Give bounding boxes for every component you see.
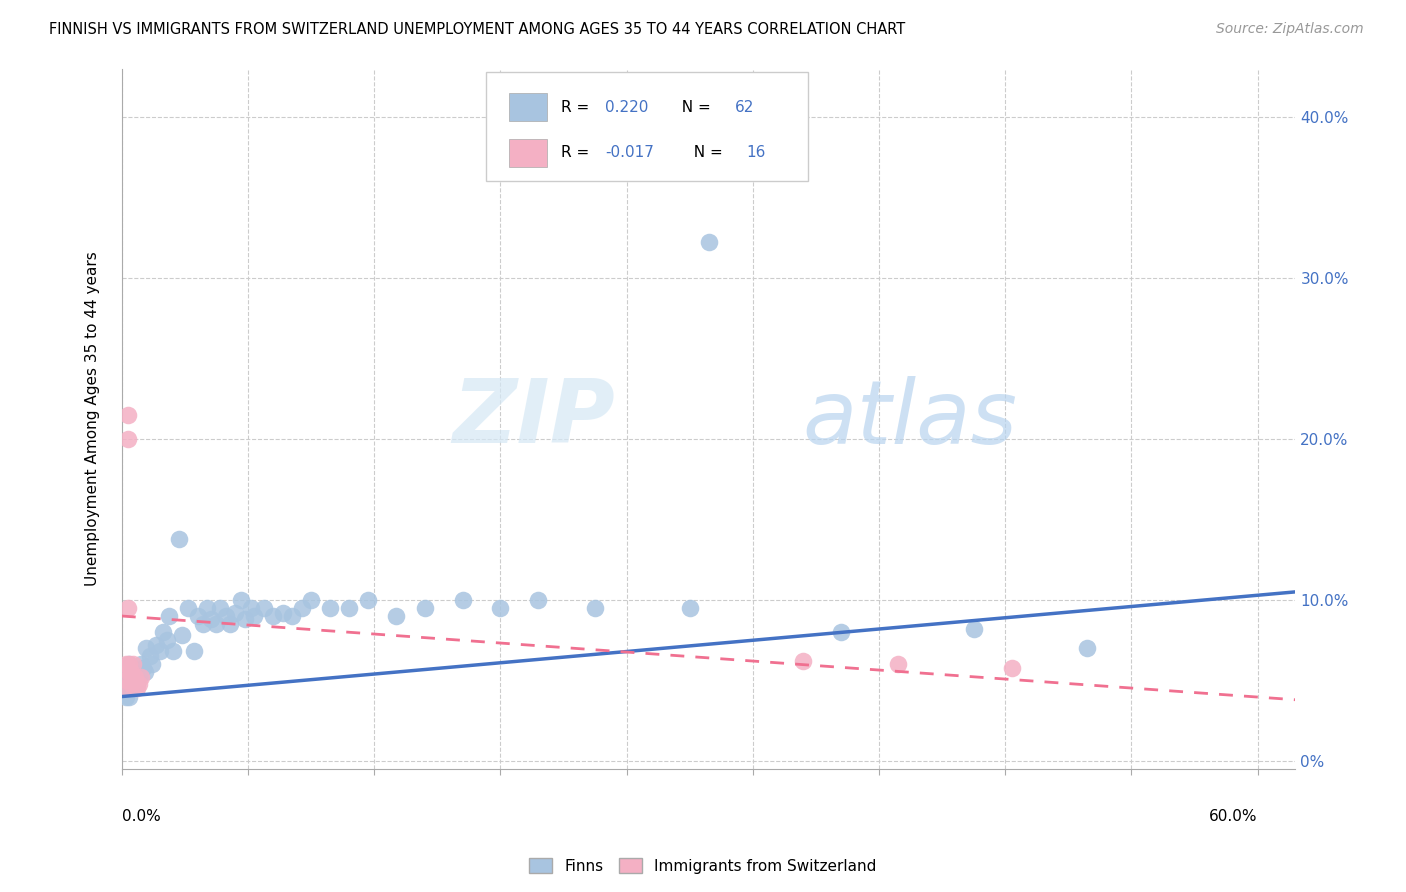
Text: FINNISH VS IMMIGRANTS FROM SWITZERLAND UNEMPLOYMENT AMONG AGES 35 TO 44 YEARS CO: FINNISH VS IMMIGRANTS FROM SWITZERLAND U… — [49, 22, 905, 37]
Y-axis label: Unemployment Among Ages 35 to 44 years: Unemployment Among Ages 35 to 44 years — [86, 252, 100, 586]
Point — [118, 657, 141, 672]
Point — [281, 609, 304, 624]
Point — [129, 657, 152, 672]
Text: atlas: atlas — [803, 376, 1018, 462]
Point — [193, 617, 215, 632]
Point — [145, 638, 167, 652]
Point — [114, 690, 136, 704]
Point — [200, 612, 222, 626]
Point — [239, 601, 262, 615]
Point — [963, 622, 986, 636]
Point — [183, 644, 205, 658]
Point — [385, 609, 408, 624]
Point — [117, 681, 139, 696]
Point — [215, 609, 238, 624]
Text: 0.0%: 0.0% — [122, 809, 160, 824]
Point — [120, 681, 142, 696]
Text: N =: N = — [683, 145, 728, 160]
Point — [117, 601, 139, 615]
Point — [792, 654, 814, 668]
Point — [117, 665, 139, 680]
Point — [117, 432, 139, 446]
Point — [697, 235, 720, 250]
Point — [167, 532, 190, 546]
Point — [229, 593, 252, 607]
Point — [172, 628, 194, 642]
Point — [114, 673, 136, 688]
Point — [205, 617, 228, 632]
Point — [195, 601, 218, 615]
Point — [124, 665, 146, 680]
Point — [271, 606, 294, 620]
Point — [299, 593, 322, 607]
Point — [134, 665, 156, 680]
Point — [527, 593, 550, 607]
Point — [114, 673, 136, 688]
Text: N =: N = — [672, 100, 716, 114]
Point — [128, 670, 150, 684]
Text: ZIP: ZIP — [451, 376, 614, 462]
Point — [118, 665, 141, 680]
Point — [413, 601, 436, 615]
Point — [122, 657, 145, 672]
Point — [162, 644, 184, 658]
Point — [124, 670, 146, 684]
Text: 0.220: 0.220 — [606, 100, 648, 114]
Point — [125, 676, 148, 690]
Point — [489, 601, 512, 615]
Point — [243, 609, 266, 624]
Point — [337, 601, 360, 615]
Text: -0.017: -0.017 — [606, 145, 654, 160]
Point — [128, 676, 150, 690]
FancyBboxPatch shape — [509, 138, 547, 167]
Point — [141, 657, 163, 672]
Point — [1000, 660, 1022, 674]
Text: R =: R = — [561, 145, 593, 160]
Point — [112, 681, 135, 696]
Point — [118, 657, 141, 672]
Text: R =: R = — [561, 100, 593, 114]
Point — [135, 641, 157, 656]
Point — [253, 601, 276, 615]
Point — [1076, 641, 1098, 656]
Point — [679, 601, 702, 615]
Point — [319, 601, 342, 615]
Point — [125, 681, 148, 696]
Point — [177, 601, 200, 615]
Point — [118, 690, 141, 704]
Point — [218, 617, 240, 632]
Text: 60.0%: 60.0% — [1209, 809, 1257, 824]
Point — [451, 593, 474, 607]
Point — [157, 609, 180, 624]
Point — [114, 657, 136, 672]
Point — [583, 601, 606, 615]
Point — [887, 657, 910, 672]
Point — [120, 665, 142, 680]
Legend: Finns, Immigrants from Switzerland: Finns, Immigrants from Switzerland — [523, 852, 883, 880]
Point — [187, 609, 209, 624]
Point — [224, 606, 246, 620]
Point — [152, 625, 174, 640]
Point — [830, 625, 852, 640]
Point — [120, 676, 142, 690]
Point — [139, 649, 162, 664]
Point — [291, 601, 314, 615]
Point — [112, 681, 135, 696]
Point — [120, 665, 142, 680]
Point — [131, 660, 153, 674]
Point — [122, 673, 145, 688]
FancyBboxPatch shape — [509, 93, 547, 121]
Point — [129, 670, 152, 684]
Text: 62: 62 — [734, 100, 754, 114]
Point — [149, 644, 172, 658]
Point — [209, 601, 232, 615]
Text: 16: 16 — [747, 145, 766, 160]
Text: Source: ZipAtlas.com: Source: ZipAtlas.com — [1216, 22, 1364, 37]
Point — [262, 609, 284, 624]
Point — [117, 408, 139, 422]
Point — [357, 593, 380, 607]
Point — [233, 612, 256, 626]
FancyBboxPatch shape — [485, 72, 808, 180]
Point — [156, 633, 179, 648]
